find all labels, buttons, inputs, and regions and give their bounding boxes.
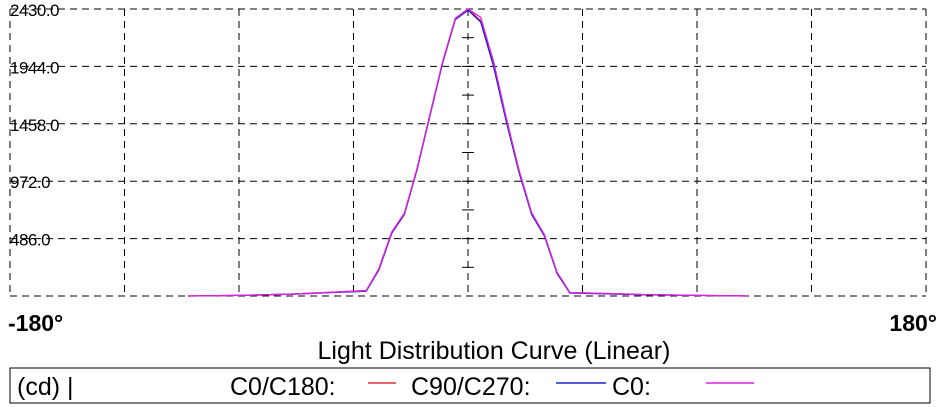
y-tick-label: 972.0 bbox=[10, 173, 50, 192]
legend-entry-c0-c180: C0/C180: bbox=[230, 373, 336, 401]
y-tick-label: 486.0 bbox=[10, 231, 50, 250]
legend-entry-c90-c270: C90/C270: bbox=[411, 373, 531, 401]
y-tick-label: 1458.0 bbox=[10, 116, 59, 135]
y-tick-labels: 486.0 972.0 1458.0 1944.0 2430.0 bbox=[10, 1, 60, 250]
series-lines bbox=[188, 8, 748, 297]
legend-unit-label: (cd) | bbox=[17, 373, 74, 401]
series-line-c0 bbox=[188, 8, 748, 297]
grid bbox=[9, 8, 927, 297]
y-tick-label: 2430.0 bbox=[10, 1, 59, 20]
legend-box: (cd) | C0/C180: C90/C270: C0: bbox=[9, 367, 931, 404]
chart-title: Light Distribution Curve (Linear) bbox=[318, 337, 671, 365]
x-tick-label-max: 180° bbox=[889, 310, 937, 336]
legend-entry-c0: C0: bbox=[612, 373, 651, 401]
x-tick-label-min: -180° bbox=[8, 310, 63, 336]
y-tick-label: 1944.0 bbox=[10, 58, 59, 77]
